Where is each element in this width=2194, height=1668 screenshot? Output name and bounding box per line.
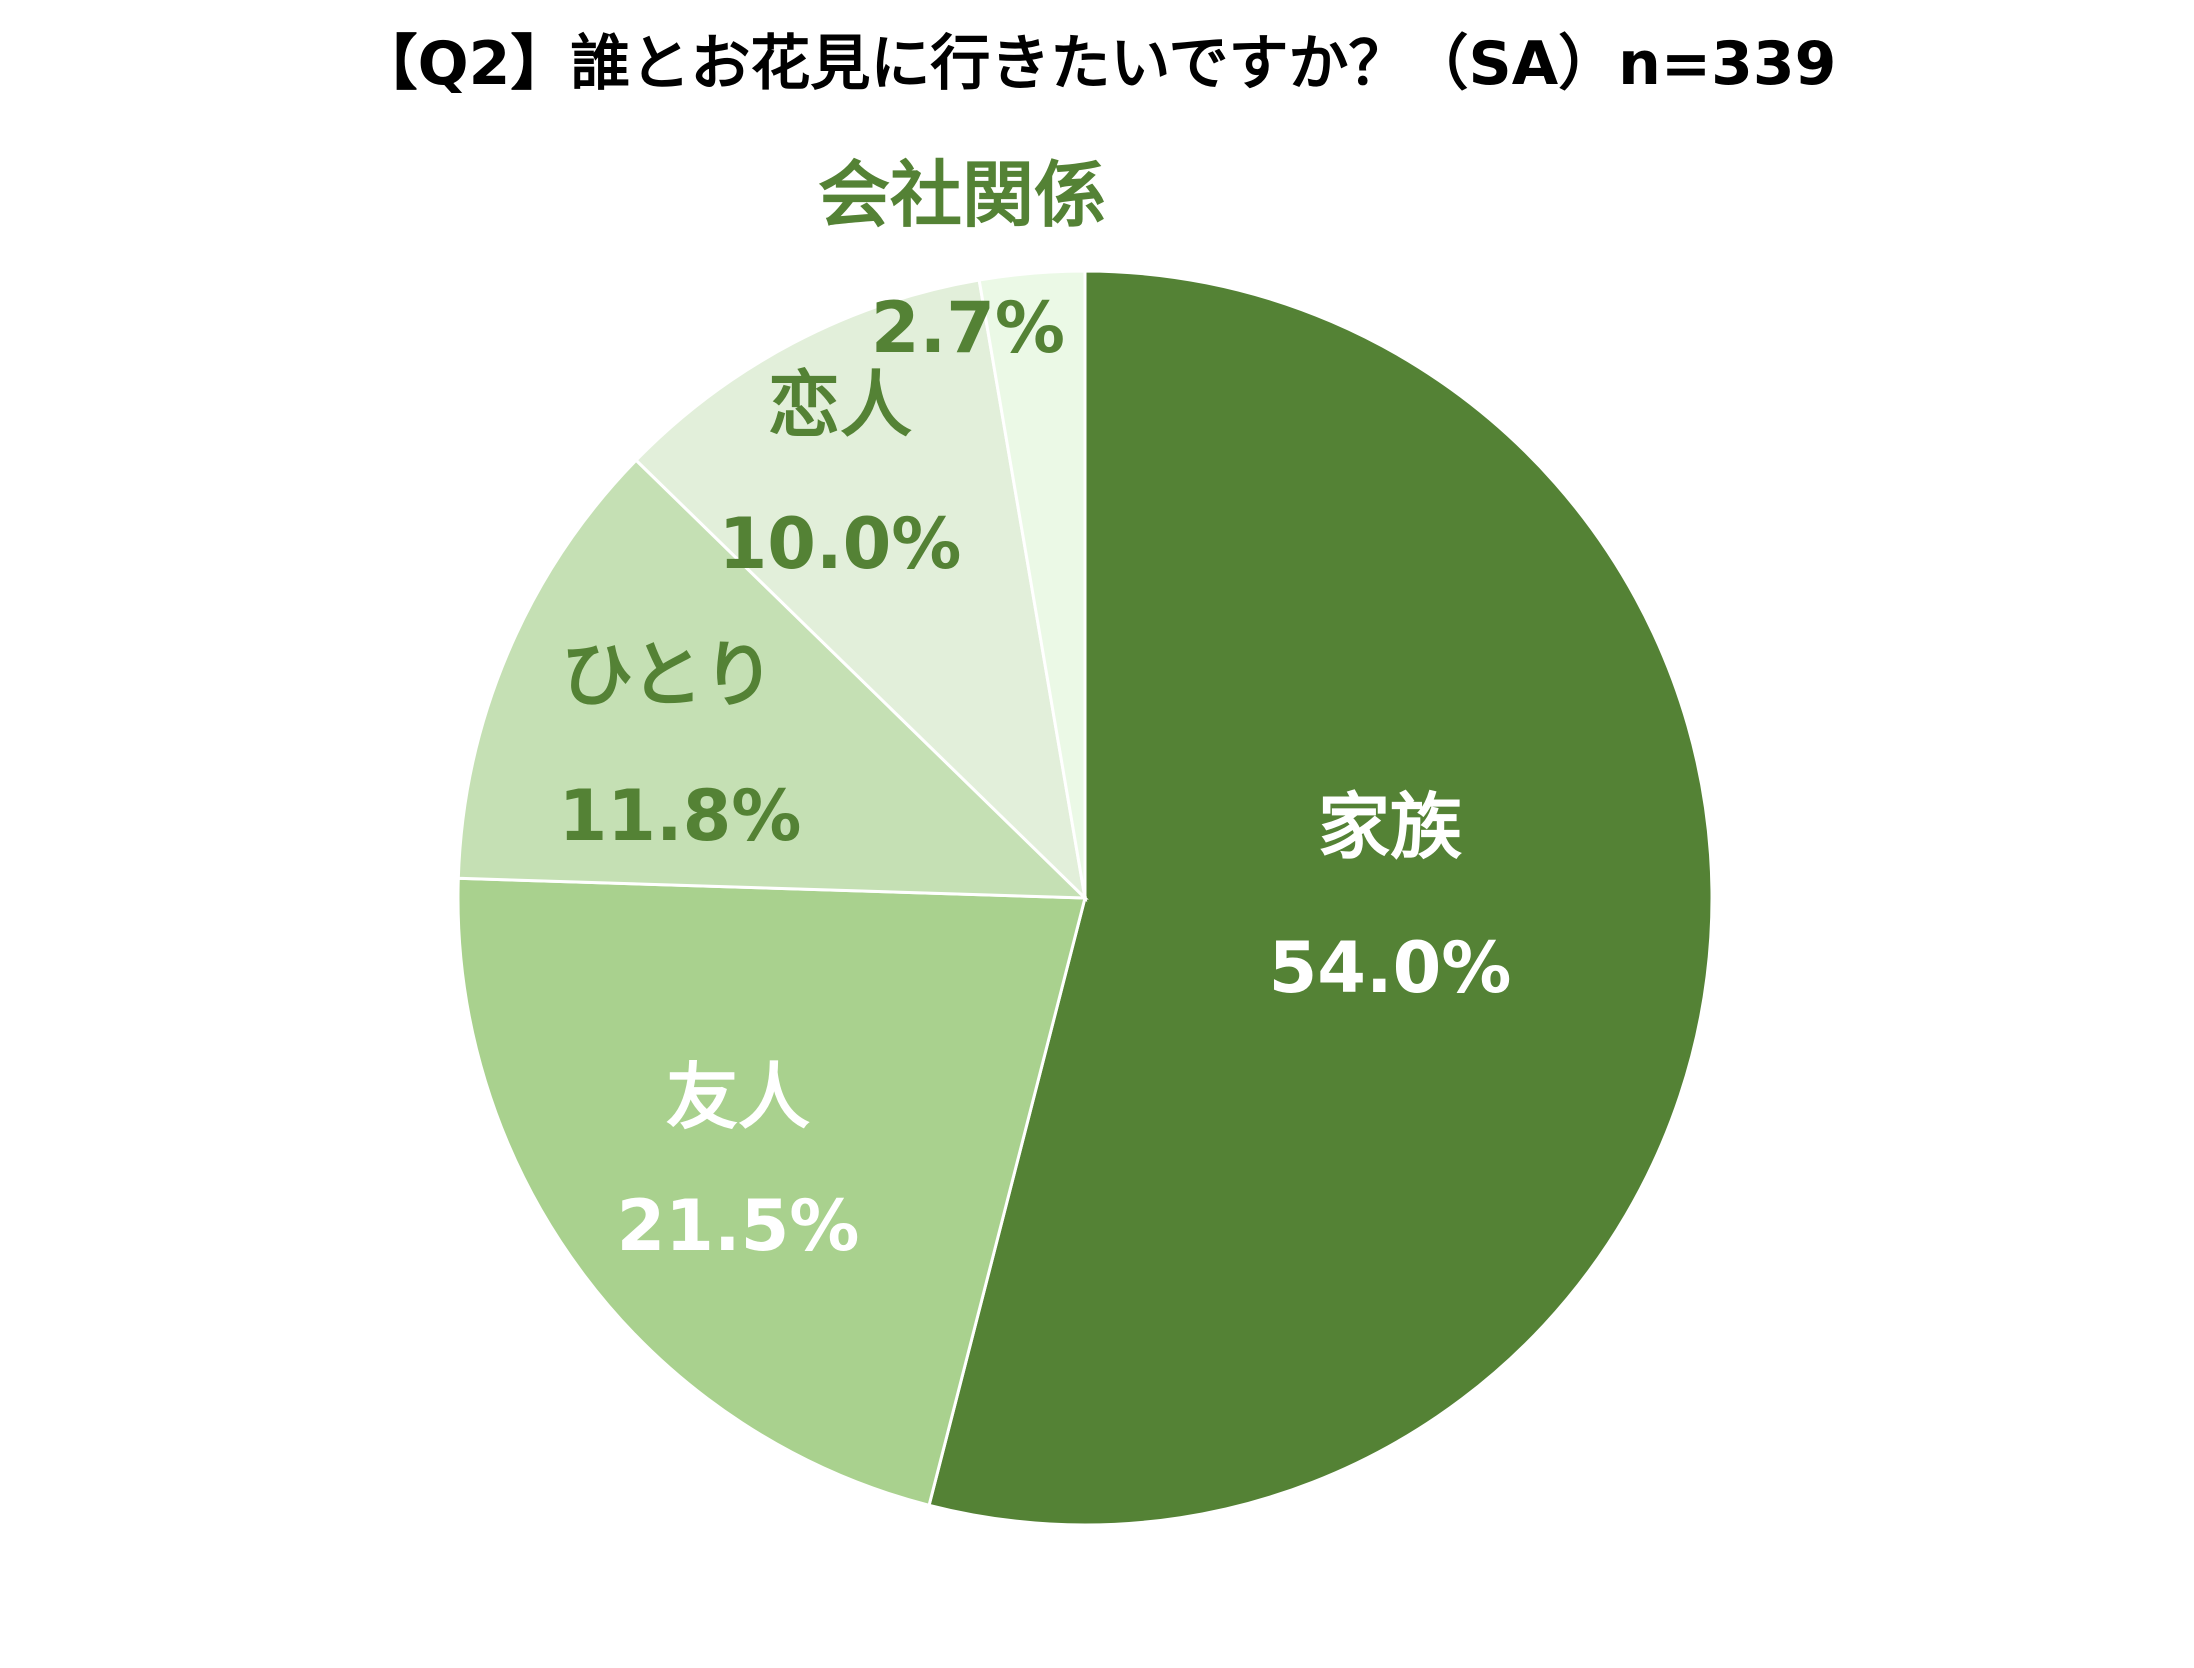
chart-title: 【Q2】誰とお花見に行きたいですか？（SA）n=339 — [358, 29, 1837, 99]
pie-slice-4 — [977, 269, 1087, 899]
pie-slices — [456, 269, 1714, 1527]
pie-slice-2 — [456, 458, 1089, 900]
slice-label-0: 家族 — [1318, 785, 1462, 869]
slice-label-4: 会社関係 — [818, 153, 1106, 237]
pie-slice-3 — [633, 278, 1088, 903]
pie-slice-1 — [456, 876, 1087, 1508]
slice-value-3: 10.0% — [719, 503, 962, 585]
slice-label-3: 恋人 — [768, 363, 912, 447]
slice-value-1: 21.5% — [617, 1185, 860, 1267]
pie-labels: 家族 54.0% 友人 21.5% ひとり 11.8% 恋人 10.0% 会社関係 2.7% — [559, 153, 1512, 1267]
pie-slice-0 — [927, 269, 1714, 1527]
slice-label-2: ひとり — [561, 633, 775, 717]
slice-value-2: 11.8% — [559, 775, 802, 857]
slice-label-1: 友人 — [666, 1055, 810, 1139]
slice-value-0: 54.0% — [1269, 927, 1512, 1009]
slice-value-4: 2.7% — [871, 287, 1065, 369]
